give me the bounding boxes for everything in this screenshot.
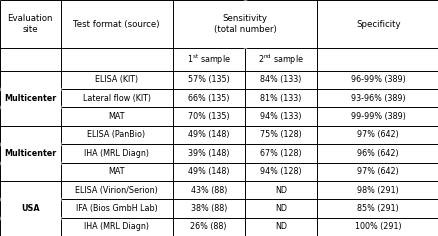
- Text: 84% (133): 84% (133): [260, 75, 301, 84]
- Text: MAT: MAT: [108, 167, 124, 176]
- Text: 96-99% (389): 96-99% (389): [350, 75, 405, 84]
- Text: 85% (291): 85% (291): [357, 204, 398, 213]
- Text: 97% (642): 97% (642): [357, 131, 398, 139]
- Text: 2$^{\rm nd}$ sample: 2$^{\rm nd}$ sample: [258, 52, 304, 67]
- Text: Multicenter: Multicenter: [4, 94, 57, 103]
- Text: 70% (135): 70% (135): [187, 112, 229, 121]
- Text: IHA (MRL Diagn): IHA (MRL Diagn): [84, 149, 149, 158]
- Text: 38% (88): 38% (88): [190, 204, 226, 213]
- Text: 49% (148): 49% (148): [187, 131, 229, 139]
- Text: 66% (135): 66% (135): [187, 94, 229, 103]
- Text: Evaluation
site: Evaluation site: [7, 14, 53, 34]
- Text: 97% (642): 97% (642): [357, 167, 398, 176]
- Text: 1$^{\rm st}$ sample: 1$^{\rm st}$ sample: [187, 52, 230, 67]
- Text: ND: ND: [275, 185, 286, 194]
- Text: 26% (88): 26% (88): [190, 222, 226, 231]
- Text: 99-99% (389): 99-99% (389): [350, 112, 405, 121]
- Text: USA: USA: [21, 204, 39, 213]
- Text: Lateral flow (KIT): Lateral flow (KIT): [82, 94, 150, 103]
- Text: ELISA (Virion/Serion): ELISA (Virion/Serion): [75, 185, 158, 194]
- Text: Sensitivity
(total number): Sensitivity (total number): [213, 14, 276, 34]
- Text: 81% (133): 81% (133): [260, 94, 301, 103]
- Text: IFA (Bios GmbH Lab): IFA (Bios GmbH Lab): [75, 204, 157, 213]
- Text: IHA (MRL Diagn): IHA (MRL Diagn): [84, 222, 149, 231]
- Text: Test format (source): Test format (source): [73, 20, 159, 29]
- Text: 49% (148): 49% (148): [187, 167, 229, 176]
- Text: 39% (148): 39% (148): [187, 149, 229, 158]
- Text: ND: ND: [275, 222, 286, 231]
- Text: ELISA (PanBio): ELISA (PanBio): [87, 131, 145, 139]
- Text: 67% (128): 67% (128): [260, 149, 301, 158]
- Text: Specificity: Specificity: [355, 20, 399, 29]
- Text: 43% (88): 43% (88): [190, 185, 226, 194]
- Text: 94% (128): 94% (128): [260, 167, 301, 176]
- Text: Multicenter: Multicenter: [4, 149, 57, 158]
- Text: MAT: MAT: [108, 112, 124, 121]
- Text: 98% (291): 98% (291): [357, 185, 398, 194]
- Text: 75% (128): 75% (128): [260, 131, 301, 139]
- Text: 94% (133): 94% (133): [260, 112, 301, 121]
- Text: ELISA (KIT): ELISA (KIT): [95, 75, 138, 84]
- Text: 57% (135): 57% (135): [187, 75, 229, 84]
- Text: 100% (291): 100% (291): [354, 222, 401, 231]
- Text: 93-96% (389): 93-96% (389): [350, 94, 405, 103]
- Text: ND: ND: [275, 204, 286, 213]
- Text: 96% (642): 96% (642): [357, 149, 398, 158]
